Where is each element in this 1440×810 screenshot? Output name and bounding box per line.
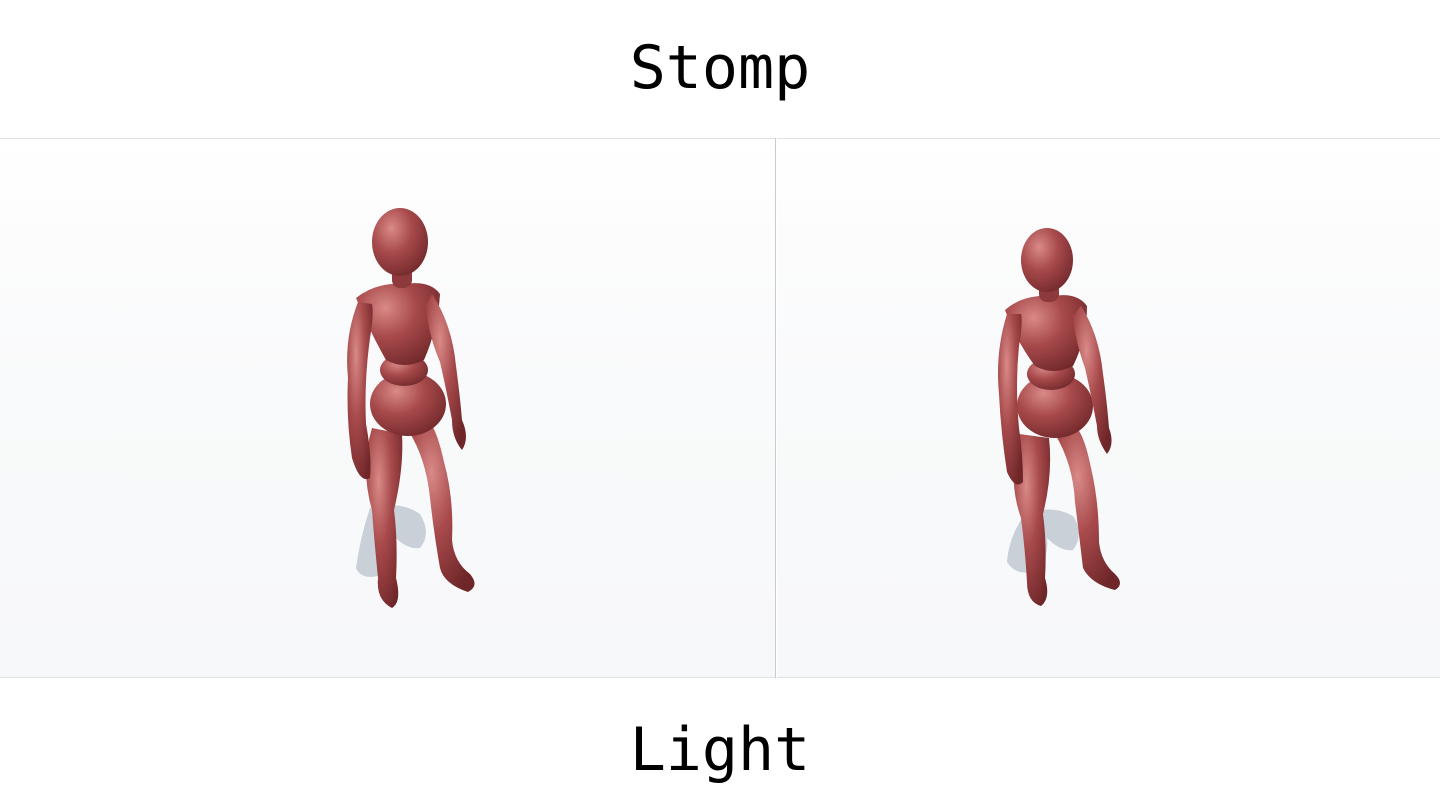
left-arm bbox=[998, 314, 1023, 485]
page-caption: Light bbox=[629, 715, 811, 785]
head bbox=[1021, 228, 1073, 292]
viewport-right bbox=[777, 138, 1440, 678]
mannequin-figure-right bbox=[998, 228, 1120, 606]
right-arm bbox=[1073, 306, 1112, 454]
viewport-left bbox=[0, 138, 776, 678]
left-leg bbox=[366, 428, 403, 608]
pelvis bbox=[370, 372, 446, 436]
horizon-line bbox=[777, 138, 1440, 139]
torso bbox=[1005, 295, 1087, 371]
left-arm bbox=[347, 302, 373, 480]
right-arm bbox=[426, 294, 466, 450]
viewport-edge bbox=[777, 677, 1440, 678]
mannequin-figure-left bbox=[347, 208, 475, 608]
horizon-line bbox=[0, 138, 775, 139]
torso bbox=[356, 283, 440, 365]
right-leg bbox=[1055, 428, 1120, 590]
pelvis bbox=[1017, 374, 1093, 438]
head bbox=[372, 208, 428, 276]
page-title: Stomp bbox=[629, 33, 811, 103]
viewport-edge bbox=[0, 677, 775, 678]
right-leg bbox=[408, 422, 475, 592]
